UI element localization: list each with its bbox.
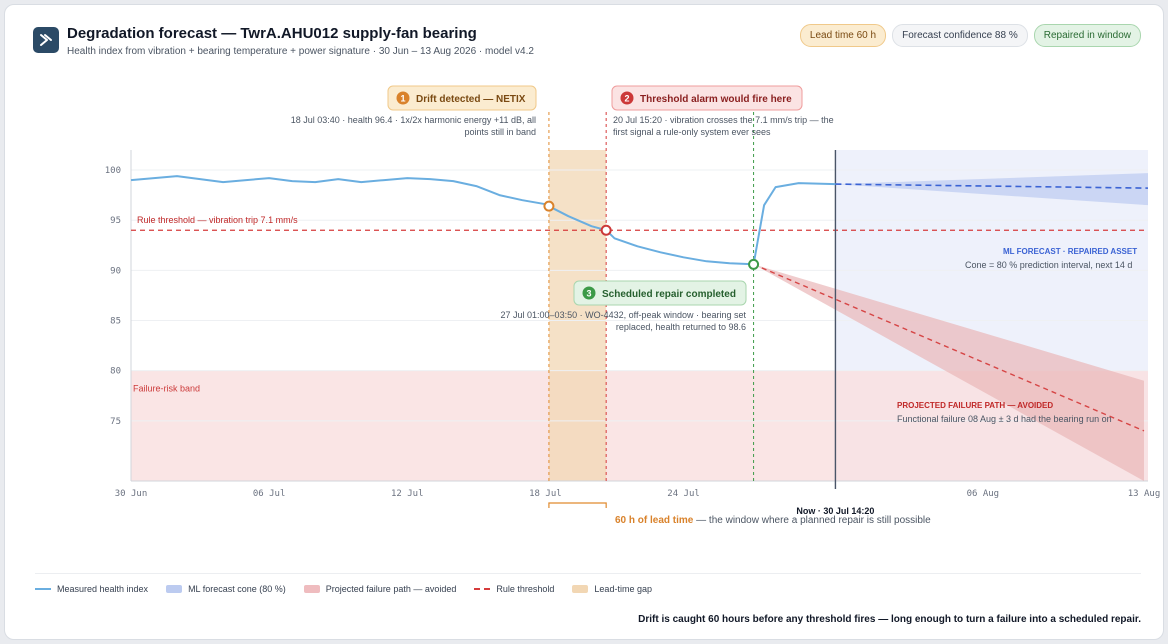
legend-swatch-forecast-cone: [166, 585, 183, 593]
y-tick-label-95: 95: [110, 216, 121, 226]
legend-label-lead-time-gap: Lead-time gap: [594, 584, 652, 594]
x-tick-label-13-aug: 13 Aug: [1128, 489, 1161, 499]
failure-note-text: Functional failure 08 Aug ± 3 d had the …: [897, 414, 1112, 424]
measured-health-line: [130, 175, 836, 266]
failure-risk-band-label: Failure-risk band: [133, 384, 200, 394]
threshold-label: Rule threshold — vibration trip 7.1 mm/s: [137, 215, 298, 225]
legend-item-failure-path: Projected failure path — avoided: [303, 584, 457, 594]
arrow-logo-icon: [33, 27, 59, 53]
callout-detail-2-1: first signal a rule-only system ever see…: [613, 127, 771, 137]
lead-time-bracket: [548, 502, 607, 508]
legend-swatch-failure-path: [303, 585, 320, 593]
callout-number-2: 2: [624, 94, 629, 104]
lead-time-gap: [548, 150, 607, 481]
legend-item-lead-time-gap: Lead-time gap: [572, 584, 652, 594]
legend-item-forecast-cone: ML forecast cone (80 %): [166, 584, 286, 594]
legend-label-measured: Measured health index: [57, 584, 149, 594]
y-tick-label-100: 100: [105, 166, 121, 176]
callout-title-1: Drift detected — NETIX: [416, 94, 526, 105]
callout-box-2: [611, 85, 803, 111]
forecast-line: [835, 183, 1149, 189]
failure-cone: [753, 264, 1144, 481]
callout-detail-1-0: 18 Jul 03:40 · health 96.4 · 1x/2x harmo…: [291, 115, 536, 125]
forecast-note-text: Cone = 80 % prediction interval, next 14…: [965, 260, 1132, 270]
status-badges: Lead time 60 h Forecast confidence 88 % …: [799, 24, 1141, 47]
chart-legend: Measured health index ML forecast cone (…: [35, 584, 652, 594]
forecast-cone: [835, 173, 1148, 206]
now-label: Now · 30 Jul 14:20: [796, 506, 874, 516]
repaired-badge: Repaired in window: [1033, 24, 1141, 47]
lead-time-note-bold: 60 h of lead time: [615, 515, 694, 526]
callout-title-2: Threshold alarm would fire here: [640, 94, 792, 105]
callout-box-3: [573, 280, 747, 306]
callout-number-badge-2: [620, 91, 634, 105]
lead-time-note-rest: — the window where a planned repair is s…: [693, 515, 931, 526]
legend-label-threshold: Rule threshold: [496, 584, 555, 594]
legend-swatch-lead-time-gap: [572, 585, 589, 593]
x-tick-label-30-jun: 30 Jun: [115, 489, 148, 499]
y-tick-label-85: 85: [110, 317, 121, 327]
callout-detail-2-0: 20 Jul 15:20 · vibration crosses the 7.1…: [613, 115, 834, 125]
x-tick-label-18-jul: 18 Jul: [529, 489, 562, 499]
event-point-2: [600, 224, 612, 236]
lead-time-badge: Lead time 60 h: [799, 24, 887, 47]
failure-path-line: [753, 263, 1145, 432]
y-tick-label-75: 75: [110, 417, 121, 427]
failure-note-title: PROJECTED FAILURE PATH — AVOIDED: [897, 401, 1053, 410]
legend-item-measured: Measured health index: [35, 584, 148, 594]
legend-swatch-threshold: [474, 588, 491, 590]
y-tick-label-90: 90: [110, 266, 121, 276]
page-subtitle: Health index from vibration + bearing te…: [67, 46, 534, 57]
event-point-1: [543, 200, 555, 212]
legend-item-threshold: Rule threshold: [474, 584, 554, 594]
callout-number-badge-3: [582, 286, 596, 300]
footer-caption: Drift is caught 60 hours before any thre…: [638, 614, 1141, 625]
callout-detail-3-1: replaced, health returned to 98.6: [616, 322, 746, 332]
event-point-3: [748, 258, 760, 270]
callout-detail-1-1: points still in band: [464, 127, 536, 137]
lead-time-note: 60 h of lead time — the window where a p…: [615, 515, 931, 526]
legend-label-failure-path: Projected failure path — avoided: [325, 584, 457, 594]
forecast-confidence-badge: Forecast confidence 88 %: [892, 24, 1028, 47]
callout-title-3: Scheduled repair completed: [602, 289, 736, 300]
legend-swatch-measured: [35, 588, 51, 590]
callout-number-badge-1: [396, 91, 410, 105]
x-tick-label-24-jul: 24 Jul: [667, 489, 700, 499]
y-tick-label-80: 80: [110, 367, 121, 377]
x-tick-label-06-jul: 06 Jul: [253, 489, 286, 499]
callout-number-1: 1: [400, 94, 405, 104]
legend-label-forecast-cone: ML forecast cone (80 %): [188, 584, 286, 594]
x-tick-label-12-jul: 12 Jul: [391, 489, 424, 499]
page-title: Degradation forecast — TwrA.AHU012 suppl…: [67, 25, 477, 42]
x-tick-label-06-aug: 06 Aug: [967, 489, 1000, 499]
callout-number-3: 3: [586, 289, 591, 299]
callout-box-1: [387, 85, 537, 111]
forecast-note-title: ML FORECAST · REPAIRED ASSET: [1003, 247, 1137, 256]
callout-detail-3-0: 27 Jul 01:00–03:50 · WO-4432, off-peak w…: [501, 310, 747, 320]
legend-divider: [35, 573, 1141, 574]
